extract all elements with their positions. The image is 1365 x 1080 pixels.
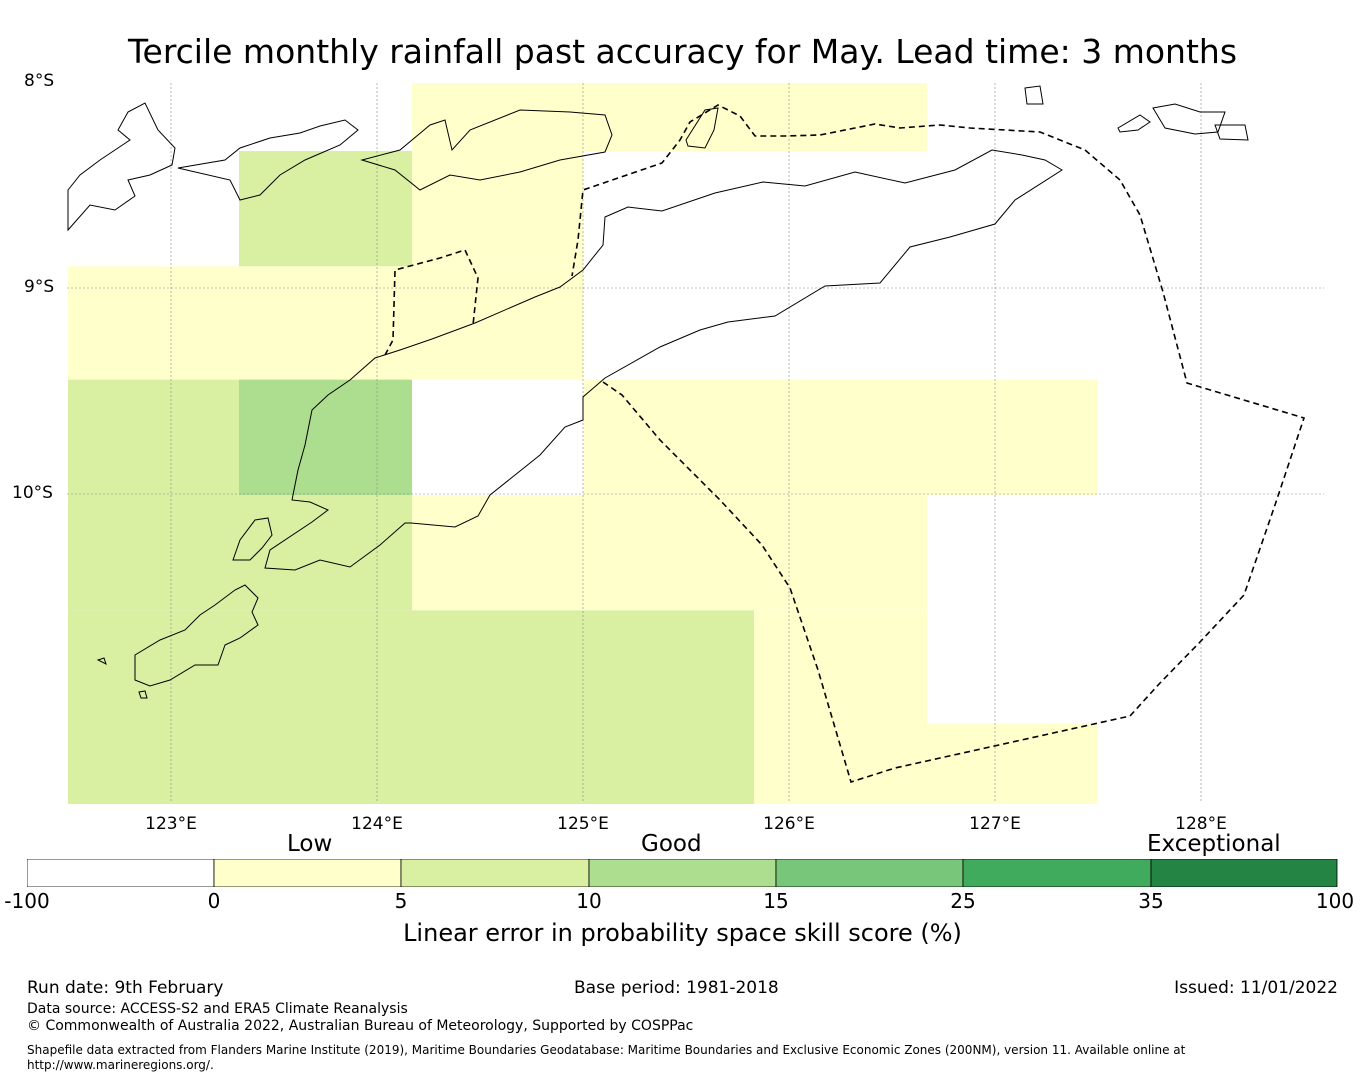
lon-label-127e: 127°E (969, 814, 1021, 834)
skill-cell-0-5 (753, 610, 928, 804)
colorbar-segment-5-10 (400, 859, 590, 887)
colorbar-tick: 25 (950, 889, 976, 913)
lon-label-124e: 124°E (351, 814, 403, 834)
coastline-small-1 (96, 657, 107, 665)
shapefile-credit: Shapefile data extracted from Flanders M… (27, 1043, 1186, 1072)
skill-cell-5-10 (68, 495, 413, 611)
legend-category-low: Low (287, 831, 333, 857)
colorbar-tick: 5 (394, 889, 408, 913)
coastline-rote (232, 517, 273, 561)
skill-cell-5-10 (68, 610, 754, 804)
lat-label-9s: 9°S (24, 277, 55, 297)
colorbar-tick: 35 (1138, 889, 1164, 913)
coastlines (67, 85, 1249, 699)
issued-date: Issued: 11/01/2022 (1174, 978, 1338, 998)
eez-timor-leste (571, 104, 1306, 784)
colorbar-segment-0-5 (213, 859, 402, 887)
legend-category-good: Good (641, 831, 702, 857)
coastline-northern-islands (67, 102, 176, 232)
coastline-island-east-3 (1152, 103, 1226, 135)
coastline-island-2 (177, 119, 359, 201)
run-date: Run date: 9th February (27, 978, 224, 998)
coastline-timor (264, 149, 1063, 571)
coastline-small-2 (138, 690, 148, 699)
skill-cell-0-5 (583, 379, 1098, 495)
lat-label-8s: 8°S (24, 71, 55, 91)
lon-label-128e: 128°E (1175, 814, 1227, 834)
lon-label-123e: 123°E (145, 814, 197, 834)
base-period: Base period: 1981-2018 (574, 978, 779, 998)
legend-category-exceptional: Exceptional (1147, 831, 1281, 857)
colorbar-tick: 0 (207, 889, 221, 913)
skill-grid-cells (68, 83, 1098, 804)
coastline-island-3 (360, 109, 613, 191)
coastline-island-east-2 (1117, 114, 1151, 133)
colorbar-tick: -100 (4, 889, 50, 913)
eez-oecusse (384, 249, 479, 356)
skill-cell-0-5 (412, 150, 583, 267)
colorbar-segment-neg100-0 (27, 859, 215, 887)
lat-label-10s: 10°S (12, 483, 53, 503)
coastline-island-east-1 (1024, 85, 1044, 105)
coastline-wetar (685, 107, 719, 149)
coastline-island-east-4 (1214, 124, 1249, 141)
colorbar-segment-10-15 (588, 859, 777, 887)
colorbar-segment-25-35 (962, 859, 1152, 887)
data-source: Data source: ACCESS-S2 and ERA5 Climate … (27, 1001, 408, 1017)
copyright: © Commonwealth of Australia 2022, Austra… (27, 1018, 694, 1034)
colorbar-tick: 15 (763, 889, 789, 913)
skill-cell-0-5 (68, 266, 583, 380)
colorbar-tick: 100 (1315, 889, 1355, 913)
skill-cell-10-15 (238, 379, 413, 495)
skill-cell-5-10 (68, 379, 239, 495)
colorbar-segment-35-100 (1150, 859, 1338, 887)
colorbar-segment-15-25 (775, 859, 964, 887)
skill-cell-0-5 (927, 723, 1098, 804)
colorbar-label: Linear error in probability space skill … (403, 919, 962, 947)
skill-cell-5-10 (238, 150, 413, 267)
chart-title: Tercile monthly rainfall past accuracy f… (127, 32, 1238, 71)
skill-cell-0-5 (412, 495, 928, 611)
colorbar-tick: 10 (576, 889, 602, 913)
lon-label-126e: 126°E (763, 814, 815, 834)
eez-boundaries (384, 104, 1306, 784)
lon-label-125e: 125°E (557, 814, 609, 834)
coastline-sumba (134, 584, 259, 687)
skill-cell-0-5 (412, 83, 928, 151)
colorbar (27, 859, 1338, 887)
graticule (67, 83, 1324, 802)
